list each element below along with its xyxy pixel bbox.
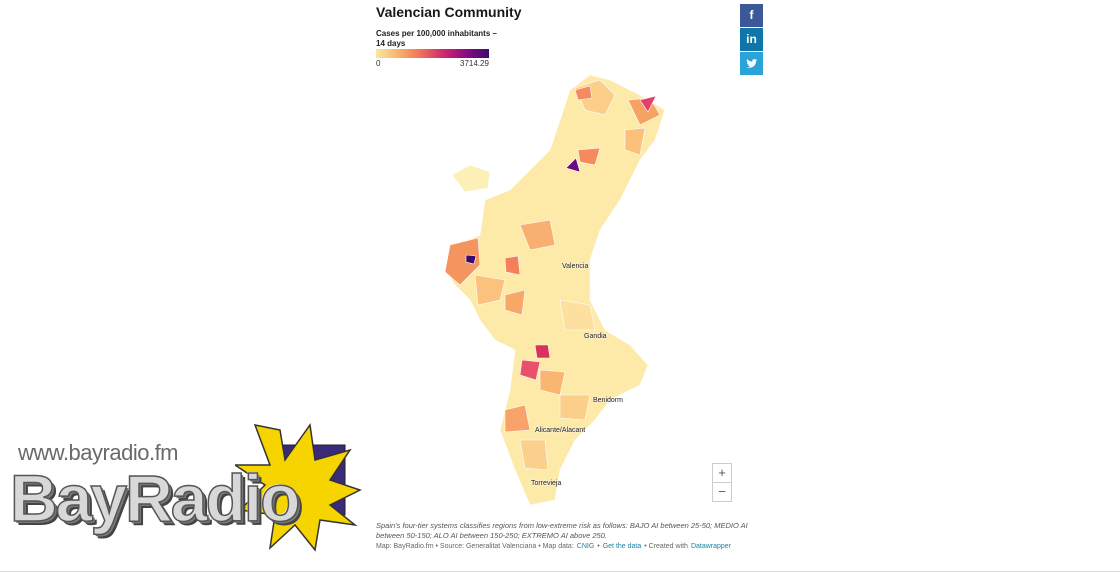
- place-label: Gandia: [584, 333, 607, 340]
- footnote: Spain's four-tier systems classifies reg…: [376, 521, 748, 540]
- region: [639, 95, 657, 113]
- source-text: • Created with: [644, 543, 688, 550]
- region-outline: [444, 74, 666, 506]
- place-label: Benidorm: [593, 397, 623, 404]
- legend-min: 0: [376, 59, 381, 68]
- zoom-in[interactable]: +: [712, 463, 732, 483]
- region: [519, 219, 556, 251]
- region: [574, 85, 593, 101]
- source-text: •: [597, 543, 600, 550]
- source-link[interactable]: Datawrapper: [690, 543, 732, 550]
- bottom-rule: [0, 571, 1120, 572]
- watermark-url: www.bayradio.fm: [18, 440, 179, 465]
- region: [519, 359, 541, 381]
- facebook-button[interactable]: f: [740, 4, 763, 27]
- region-exclave: [451, 164, 491, 193]
- region: [444, 237, 481, 286]
- regions: [444, 74, 666, 506]
- source-link[interactable]: Get the data: [602, 543, 642, 550]
- place-label: Alicante/Alacant: [535, 427, 586, 434]
- region: [465, 254, 477, 265]
- source-line: Map: BayRadio.fm • Source: Generalitat V…: [376, 543, 734, 550]
- logo-star: [235, 423, 362, 552]
- region: [504, 289, 526, 316]
- region: [534, 344, 551, 359]
- region: [504, 255, 521, 276]
- place-label: Torrevieja: [531, 480, 562, 487]
- region: [504, 404, 531, 433]
- region: [627, 97, 661, 126]
- twitter-button[interactable]: [740, 52, 763, 75]
- legend-gradient: [376, 49, 489, 58]
- title: Valencian Community: [376, 4, 522, 20]
- region: [577, 147, 601, 166]
- region: [519, 439, 549, 471]
- watermark-brand: BayRadio: [9, 460, 301, 536]
- region: [559, 299, 596, 331]
- legend-max: 3714.29: [460, 59, 489, 68]
- logo-burst: [235, 423, 362, 552]
- region: [624, 127, 646, 156]
- source-text: Map: BayRadio.fm • Source: Generalitat V…: [376, 543, 574, 550]
- region: [565, 157, 581, 173]
- zoom-out[interactable]: −: [712, 482, 732, 502]
- twitter-icon: [746, 59, 758, 68]
- legend-title: Cases per 100,000 inhabitants – 14 days: [376, 29, 497, 48]
- region: [559, 394, 591, 421]
- source-link[interactable]: CNIG: [576, 543, 595, 550]
- linkedin-button[interactable]: in: [740, 28, 763, 51]
- region: [474, 274, 506, 306]
- place-label: Valencia: [562, 263, 589, 270]
